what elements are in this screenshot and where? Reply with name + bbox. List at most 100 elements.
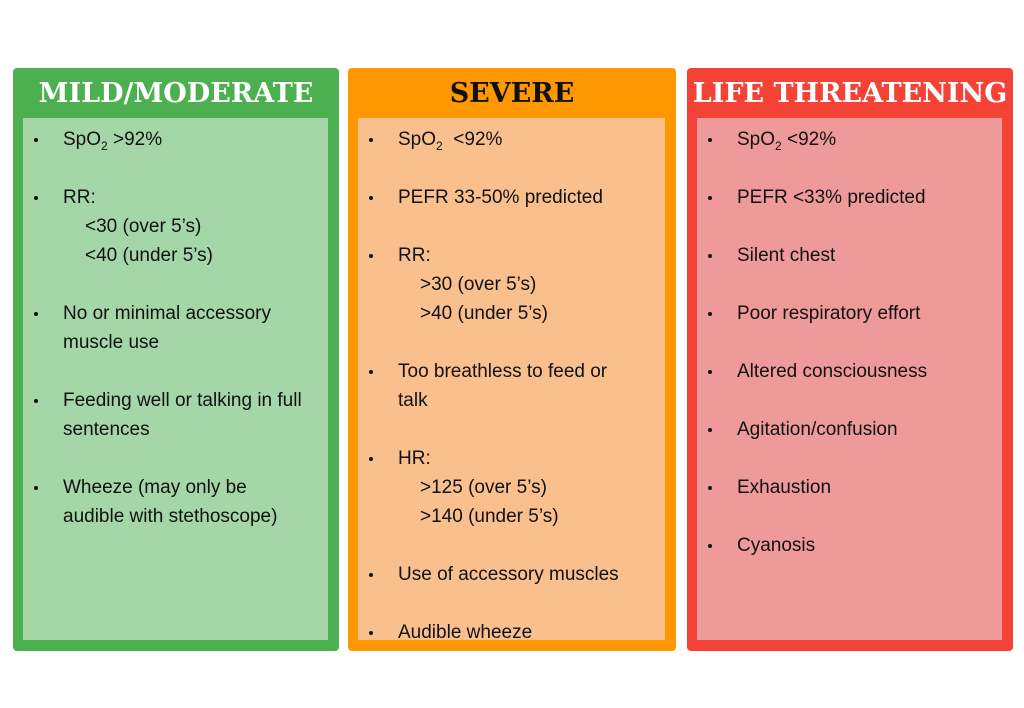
bullet [708,196,712,200]
sub-item: <40 (under 5’s) [85,245,213,266]
bullet [708,312,712,316]
text: Agitation/confusion [737,419,898,440]
text: Too breathless to feed or talk [398,361,608,411]
life-threatening-column: LIFE THREATENING SpO2 <92% PEFR <33% pred… [687,68,1013,651]
list-item: Exhaustion [697,473,982,502]
text: Use of accessory muscles [398,564,619,585]
text: RR: [398,245,431,266]
item-text: PEFR <33% predicted [737,183,982,212]
item-text: SpO2 >92% [63,125,308,154]
list-item: Altered consciousness [697,357,982,386]
list-item: SpO2 <92% [358,125,635,154]
text: HR: [398,448,431,469]
column-title: LIFE THREATENING [692,78,1008,109]
list-item: Silent chest [697,241,982,270]
item-text: Wheeze (may only be audible with stethos… [63,473,308,531]
bullet [708,486,712,490]
item-text: HR: [398,444,635,473]
list-item: SpO2 >92% [23,125,308,154]
text: Altered consciousness [737,361,928,382]
list-item: HR: >125 (over 5’s) >140 (under 5’s) [358,444,635,531]
item-text: SpO2 <92% [398,125,635,154]
bullet [369,138,373,142]
item-text: Exhaustion [737,473,982,502]
subscript: 2 [436,138,443,153]
item-text: RR: [398,241,635,270]
item-text: Too breathless to feed or talk [398,357,635,415]
bullet [34,312,38,316]
sub-item: >140 (under 5’s) [420,506,559,527]
mild-column: MILD/MODERATE SpO2 >92% RR: <30 (over 5’s)… [13,68,339,651]
bullet [34,486,38,490]
bullet [369,370,373,374]
column-body: SpO2 <92% PEFR <33% predicted Silent chest… [697,118,1002,640]
text: Poor respiratory effort [737,303,921,324]
bullet [34,399,38,403]
text: Feeding well or talking in full sentence… [63,390,302,440]
column-title: SEVERE [449,78,575,109]
sub-item: <30 (over 5’s) [85,216,202,237]
list-item: RR: <30 (over 5’s) <40 (under 5’s) [23,183,308,270]
text: SpO [398,129,437,150]
item-text: PEFR 33-50% predicted [398,183,635,212]
text: Wheeze (may only be audible with stethos… [63,477,278,527]
item-text: No or minimal accessory muscle use [63,299,308,357]
text-after: <92% [781,129,837,150]
bullet [34,138,38,142]
list-item: PEFR <33% predicted [697,183,982,212]
list-item: Cyanosis [697,531,982,560]
sub-item: >125 (over 5’s) [420,477,547,498]
item-text: Cyanosis [737,531,982,560]
item-text: Silent chest [737,241,982,270]
list-item: Use of accessory muscles [358,560,635,589]
text-after: >92% [107,129,163,150]
bullet [708,544,712,548]
list-item: RR: >30 (over 5’s) >40 (under 5’s) [358,241,635,328]
list-item: Poor respiratory effort [697,299,982,328]
item-text: SpO2 <92% [737,125,982,154]
item-text: Use of accessory muscles [398,560,635,589]
bullet [708,138,712,142]
text: RR: [63,187,96,208]
bullet [708,370,712,374]
list-item: Wheeze (may only be audible with stethos… [23,473,308,531]
list-item: Feeding well or talking in full sentence… [23,386,308,444]
bullet [369,631,373,635]
list-item: No or minimal accessory muscle use [23,299,308,357]
bullet [369,573,373,577]
list-item: SpO2 <92% [697,125,982,154]
bullet [708,428,712,432]
column-body: SpO2 <92% PEFR 33-50% predicted RR: >30 (ov… [358,118,665,640]
text: Audible wheeze [398,622,533,640]
text: Cyanosis [737,535,816,556]
list-item: Too breathless to feed or talk [358,357,635,415]
item-text: Agitation/confusion [737,415,982,444]
text: Silent chest [737,245,836,266]
text: PEFR 33-50% predicted [398,187,603,208]
item-text: RR: [63,183,308,212]
subscript: 2 [101,138,108,153]
sub-item: >30 (over 5’s) [420,274,537,295]
sub-item: >40 (under 5’s) [420,303,548,324]
item-text: Altered consciousness [737,357,982,386]
bullet [369,196,373,200]
column-body: SpO2 >92% RR: <30 (over 5’s) <40 (under 5’s… [23,118,328,640]
bullet [369,457,373,461]
item-text: Feeding well or talking in full sentence… [63,386,308,444]
text: SpO [737,129,776,150]
item-text: Poor respiratory effort [737,299,982,328]
bullet [708,254,712,258]
subscript: 2 [775,138,782,153]
bullet [34,196,38,200]
text: No or minimal accessory muscle use [63,303,271,353]
column-title: MILD/MODERATE [38,78,314,109]
list-item: PEFR 33-50% predicted [358,183,635,212]
text: PEFR <33% predicted [737,187,926,208]
text: Exhaustion [737,477,832,498]
bullet [369,254,373,258]
item-text: Audible wheeze [398,618,635,640]
severe-column: SEVERE SpO2 <92% PEFR 33-50% predicted RR:… [348,68,676,651]
text: SpO [63,129,102,150]
text-after: <92% [442,129,503,150]
